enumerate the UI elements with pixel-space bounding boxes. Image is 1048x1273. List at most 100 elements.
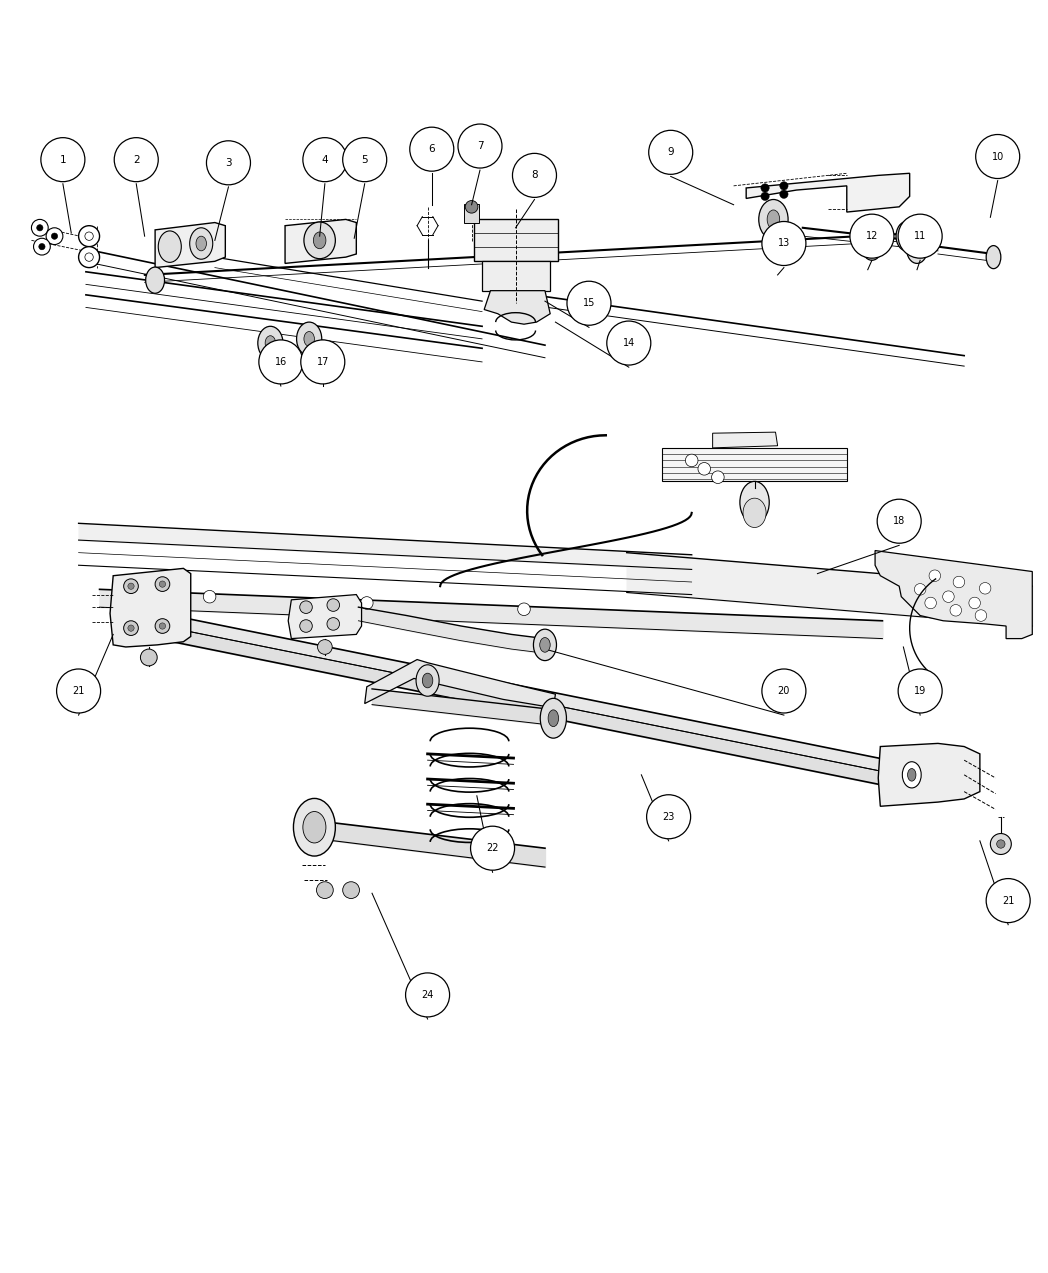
- Text: 13: 13: [778, 238, 790, 248]
- Text: 19: 19: [914, 686, 926, 696]
- Circle shape: [155, 619, 170, 634]
- Circle shape: [159, 622, 166, 629]
- Ellipse shape: [158, 230, 181, 262]
- Circle shape: [954, 577, 965, 588]
- Circle shape: [203, 591, 216, 603]
- Ellipse shape: [196, 237, 206, 251]
- Circle shape: [924, 597, 937, 608]
- Ellipse shape: [258, 326, 283, 360]
- Circle shape: [300, 601, 312, 614]
- Circle shape: [51, 233, 58, 239]
- Circle shape: [318, 639, 332, 654]
- Ellipse shape: [913, 242, 921, 255]
- Polygon shape: [484, 290, 550, 325]
- Circle shape: [914, 583, 926, 594]
- Ellipse shape: [146, 267, 165, 293]
- Circle shape: [57, 670, 101, 713]
- Text: 16: 16: [275, 356, 287, 367]
- Circle shape: [140, 649, 157, 666]
- Circle shape: [877, 499, 921, 544]
- Circle shape: [762, 670, 806, 713]
- Text: 6: 6: [429, 144, 435, 154]
- Ellipse shape: [740, 481, 769, 523]
- Circle shape: [37, 224, 43, 230]
- Polygon shape: [713, 432, 778, 448]
- Text: 2: 2: [133, 154, 139, 164]
- Circle shape: [685, 454, 698, 467]
- FancyBboxPatch shape: [464, 204, 479, 223]
- Circle shape: [46, 228, 63, 244]
- Ellipse shape: [533, 629, 556, 661]
- Circle shape: [458, 123, 502, 168]
- Circle shape: [410, 127, 454, 171]
- Circle shape: [649, 130, 693, 174]
- Circle shape: [979, 583, 990, 594]
- Circle shape: [31, 219, 48, 237]
- Text: 24: 24: [421, 990, 434, 999]
- Polygon shape: [878, 743, 980, 806]
- Circle shape: [647, 794, 691, 839]
- Ellipse shape: [293, 798, 335, 855]
- Circle shape: [327, 617, 340, 630]
- Circle shape: [128, 583, 134, 589]
- Ellipse shape: [868, 239, 876, 252]
- Text: 14: 14: [623, 339, 635, 348]
- Circle shape: [34, 238, 50, 255]
- Ellipse shape: [541, 699, 567, 738]
- Ellipse shape: [313, 232, 326, 248]
- Text: 5: 5: [362, 154, 368, 164]
- Polygon shape: [110, 568, 191, 647]
- Circle shape: [471, 826, 515, 871]
- Ellipse shape: [422, 673, 433, 687]
- Text: 17: 17: [316, 356, 329, 367]
- Circle shape: [850, 214, 894, 258]
- Circle shape: [327, 598, 340, 611]
- Polygon shape: [474, 219, 558, 261]
- Polygon shape: [285, 219, 356, 264]
- Circle shape: [124, 621, 138, 635]
- Circle shape: [976, 135, 1020, 178]
- Circle shape: [465, 201, 478, 213]
- Circle shape: [512, 153, 556, 197]
- Ellipse shape: [896, 222, 917, 251]
- Text: 20: 20: [778, 686, 790, 696]
- Text: 18: 18: [893, 517, 905, 526]
- Circle shape: [301, 340, 345, 384]
- Ellipse shape: [265, 336, 276, 350]
- Ellipse shape: [548, 710, 559, 727]
- Circle shape: [85, 253, 93, 261]
- Circle shape: [300, 620, 312, 633]
- Circle shape: [406, 973, 450, 1017]
- Ellipse shape: [986, 246, 1001, 269]
- Text: 7: 7: [477, 141, 483, 151]
- Text: 12: 12: [866, 232, 878, 241]
- Circle shape: [124, 579, 138, 593]
- Circle shape: [969, 597, 981, 608]
- Circle shape: [343, 882, 359, 899]
- Ellipse shape: [416, 665, 439, 696]
- Ellipse shape: [907, 234, 927, 264]
- Circle shape: [343, 137, 387, 182]
- Circle shape: [79, 225, 100, 247]
- Ellipse shape: [759, 200, 788, 239]
- Circle shape: [997, 840, 1005, 848]
- Circle shape: [929, 570, 941, 582]
- Circle shape: [79, 247, 100, 267]
- Ellipse shape: [767, 210, 780, 229]
- Text: 3: 3: [225, 158, 232, 168]
- Ellipse shape: [908, 769, 916, 782]
- Text: 11: 11: [914, 232, 926, 241]
- Circle shape: [303, 137, 347, 182]
- Text: 15: 15: [583, 298, 595, 308]
- Ellipse shape: [902, 761, 921, 788]
- Circle shape: [85, 232, 93, 241]
- Polygon shape: [365, 659, 555, 708]
- Circle shape: [567, 281, 611, 325]
- Circle shape: [259, 340, 303, 384]
- Circle shape: [976, 610, 987, 621]
- Ellipse shape: [304, 331, 314, 346]
- Polygon shape: [662, 448, 847, 481]
- Circle shape: [780, 182, 788, 190]
- Ellipse shape: [540, 638, 550, 652]
- Ellipse shape: [297, 322, 322, 355]
